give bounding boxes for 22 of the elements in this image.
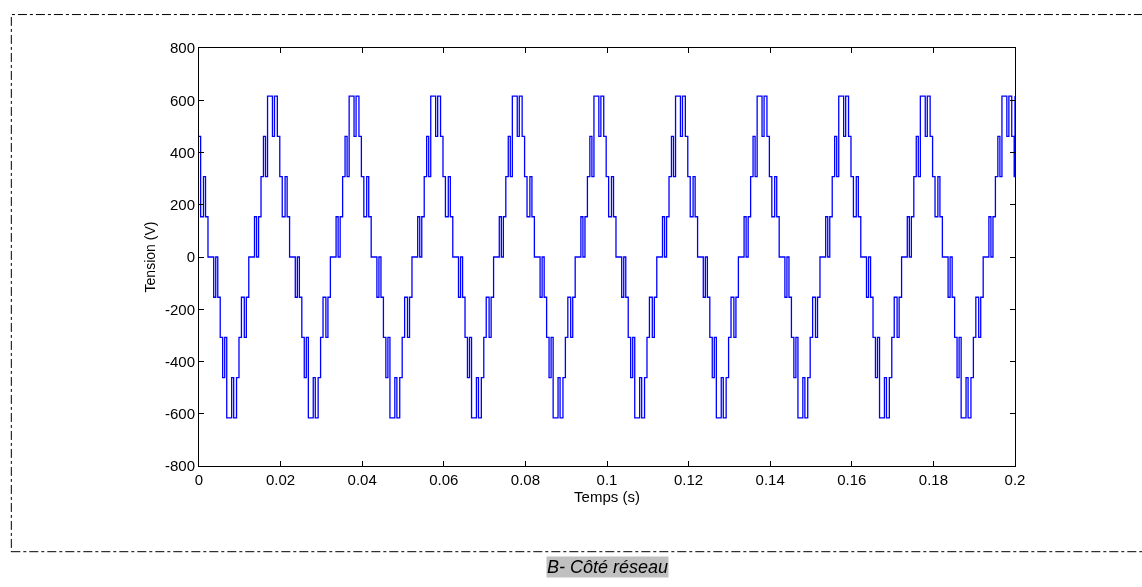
text: B- Côté réseau: [547, 557, 669, 577]
y-tick-label: -400: [164, 352, 195, 370]
y-tick-label: -800: [164, 457, 195, 475]
x-tick-label: 0.02: [266, 471, 296, 488]
x-tick-label: 0.18: [918, 471, 948, 488]
y-tick-label: 200: [169, 196, 195, 213]
x-tick-label: 0.2: [1004, 471, 1026, 488]
y-tick-label: 800: [169, 39, 195, 57]
y-axis-title: Tension (V): [141, 221, 158, 293]
x-tick-label: 0.04: [347, 471, 377, 488]
y-tick-label: -600: [164, 405, 195, 422]
x-tick-label: 0.12: [674, 471, 704, 488]
y-tick-label: 400: [169, 143, 195, 161]
y-tick-label: 0: [186, 248, 195, 266]
x-tick-label: 0.14: [755, 471, 785, 488]
y-tick-label: 600: [169, 91, 195, 109]
x-tick-label: 0.06: [429, 471, 459, 488]
x-tick-label: 0.16: [837, 471, 867, 488]
x-tick-label: 0.1: [596, 471, 618, 488]
y-tick-label: -200: [164, 300, 195, 318]
x-tick-label: 0.08: [510, 471, 540, 488]
x-axis-title: Temps (s): [574, 488, 640, 505]
